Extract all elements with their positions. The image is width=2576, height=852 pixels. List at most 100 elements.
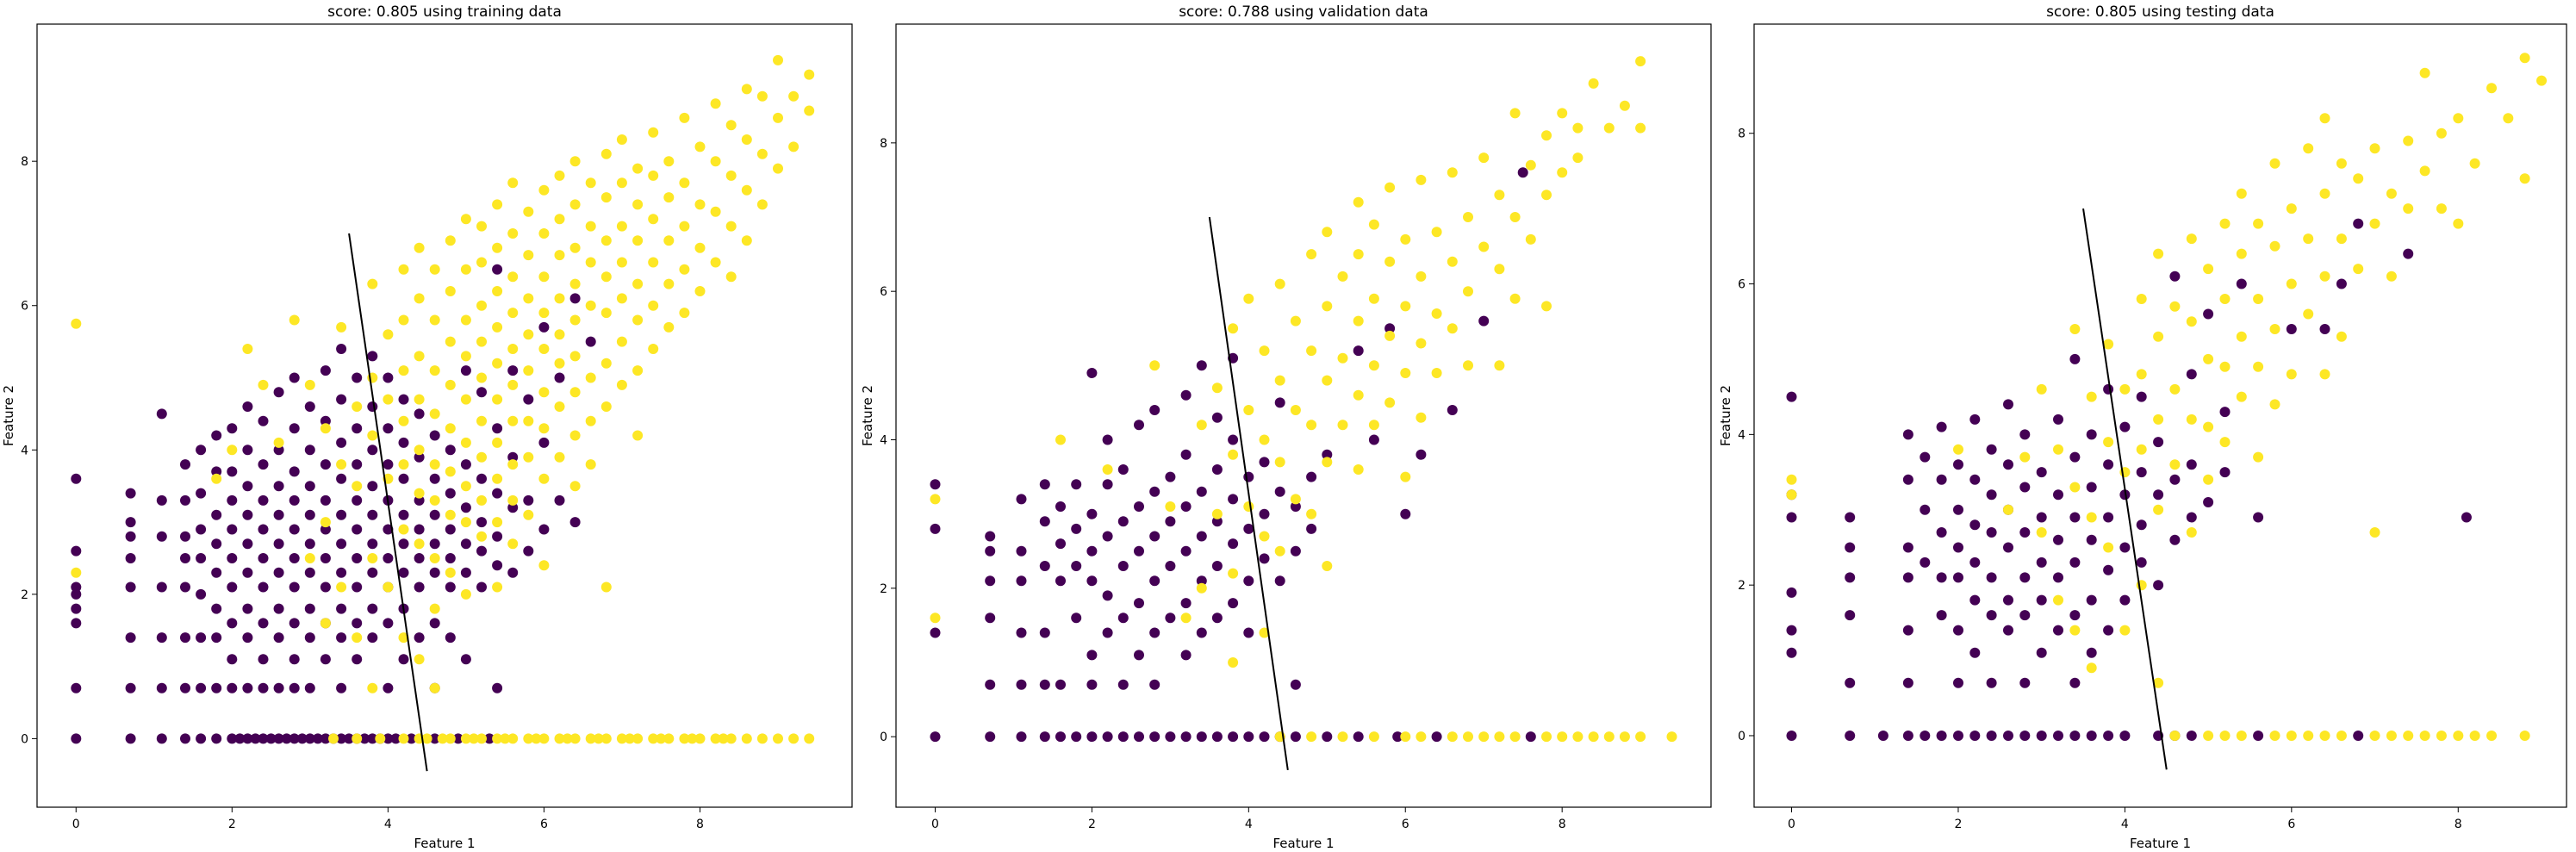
point-class-0 xyxy=(538,437,550,448)
chart-title: score: 0.788 using validation data xyxy=(1179,3,1428,21)
x-tick-label: 8 xyxy=(696,818,704,831)
point-class-0 xyxy=(180,531,190,542)
point-class-1 xyxy=(2036,383,2047,395)
point-class-1 xyxy=(756,148,768,159)
point-class-1 xyxy=(492,517,503,528)
point-class-0 xyxy=(273,567,284,578)
point-class-0 xyxy=(460,538,471,550)
point-class-1 xyxy=(1525,233,1536,245)
point-class-0 xyxy=(273,682,284,693)
point-class-1 xyxy=(398,314,409,326)
point-class-1 xyxy=(616,221,627,232)
point-class-1 xyxy=(1509,731,1521,743)
point-class-0 xyxy=(492,488,503,499)
point-class-1 xyxy=(2153,504,2164,515)
point-class-1 xyxy=(2269,731,2280,741)
point-class-0 xyxy=(258,494,269,506)
point-class-1 xyxy=(1603,731,1615,743)
point-class-1 xyxy=(320,517,331,528)
point-class-0 xyxy=(1953,677,1963,688)
point-class-1 xyxy=(616,177,627,189)
point-class-1 xyxy=(468,733,479,744)
point-class-0 xyxy=(258,524,269,535)
point-class-1 xyxy=(2169,301,2181,312)
point-class-0 xyxy=(1180,650,1192,661)
point-class-1 xyxy=(2136,294,2147,304)
point-class-1 xyxy=(523,206,534,217)
point-class-1 xyxy=(930,613,941,624)
point-class-0 xyxy=(2069,610,2081,621)
point-class-1 xyxy=(476,372,487,383)
point-class-1 xyxy=(1541,130,1552,141)
y-axis-label: Feature 2 xyxy=(1,385,16,446)
point-class-1 xyxy=(1149,360,1160,371)
point-class-0 xyxy=(1845,572,1856,583)
point-class-0 xyxy=(336,437,347,448)
point-class-0 xyxy=(2103,625,2114,636)
point-class-1 xyxy=(460,314,471,326)
point-class-1 xyxy=(1447,256,1458,267)
point-class-1 xyxy=(429,603,440,614)
point-class-1 xyxy=(554,451,565,463)
point-class-0 xyxy=(156,494,167,506)
point-class-0 xyxy=(304,481,315,492)
point-class-1 xyxy=(71,567,82,578)
point-class-1 xyxy=(1211,508,1223,519)
point-class-1 xyxy=(648,257,659,268)
point-class-0 xyxy=(406,733,417,744)
point-class-0 xyxy=(1306,471,1317,482)
point-class-0 xyxy=(2186,731,2197,741)
point-class-1 xyxy=(2203,264,2214,275)
point-class-1 xyxy=(2236,248,2247,259)
point-class-0 xyxy=(1086,575,1098,587)
point-class-1 xyxy=(554,401,565,412)
point-class-0 xyxy=(1149,486,1160,497)
y-tick-label: 0 xyxy=(880,731,887,744)
point-class-0 xyxy=(1180,545,1192,557)
point-class-1 xyxy=(585,459,596,470)
point-class-1 xyxy=(2519,53,2530,64)
point-class-0 xyxy=(1786,731,1797,741)
point-class-1 xyxy=(2003,504,2013,515)
point-class-1 xyxy=(741,134,752,145)
point-class-0 xyxy=(1211,516,1223,527)
point-class-1 xyxy=(1431,227,1442,238)
x-tick-label: 2 xyxy=(1088,818,1096,831)
point-class-0 xyxy=(1306,523,1317,534)
point-class-1 xyxy=(523,329,534,340)
point-class-1 xyxy=(328,733,339,744)
point-class-1 xyxy=(538,733,550,744)
point-class-0 xyxy=(2253,512,2264,523)
point-class-1 xyxy=(710,206,721,217)
point-class-1 xyxy=(538,560,550,571)
point-class-1 xyxy=(1368,219,1379,230)
point-class-0 xyxy=(398,473,409,484)
point-class-0 xyxy=(1071,479,1082,490)
point-class-0 xyxy=(125,682,136,693)
point-class-0 xyxy=(1196,731,1207,743)
point-class-0 xyxy=(242,733,253,744)
point-class-1 xyxy=(1055,434,1066,445)
point-class-1 xyxy=(600,581,612,593)
point-class-1 xyxy=(1290,405,1301,415)
point-class-0 xyxy=(1986,677,1997,688)
point-class-0 xyxy=(445,488,456,499)
point-class-1 xyxy=(1619,100,1630,111)
point-class-1 xyxy=(725,170,737,181)
point-class-1 xyxy=(593,733,604,744)
point-class-1 xyxy=(585,221,596,232)
point-class-1 xyxy=(398,524,409,535)
point-class-0 xyxy=(429,618,440,629)
point-class-1 xyxy=(930,494,941,505)
point-class-1 xyxy=(398,733,409,744)
point-class-1 xyxy=(421,733,432,744)
point-class-0 xyxy=(1953,542,1963,553)
point-class-0 xyxy=(304,538,315,550)
point-class-1 xyxy=(554,733,565,744)
point-class-0 xyxy=(196,588,207,600)
point-class-0 xyxy=(1517,167,1528,178)
point-class-0 xyxy=(180,494,190,506)
point-class-1 xyxy=(2403,135,2414,146)
point-class-1 xyxy=(1306,508,1317,519)
point-class-0 xyxy=(2019,482,2031,493)
